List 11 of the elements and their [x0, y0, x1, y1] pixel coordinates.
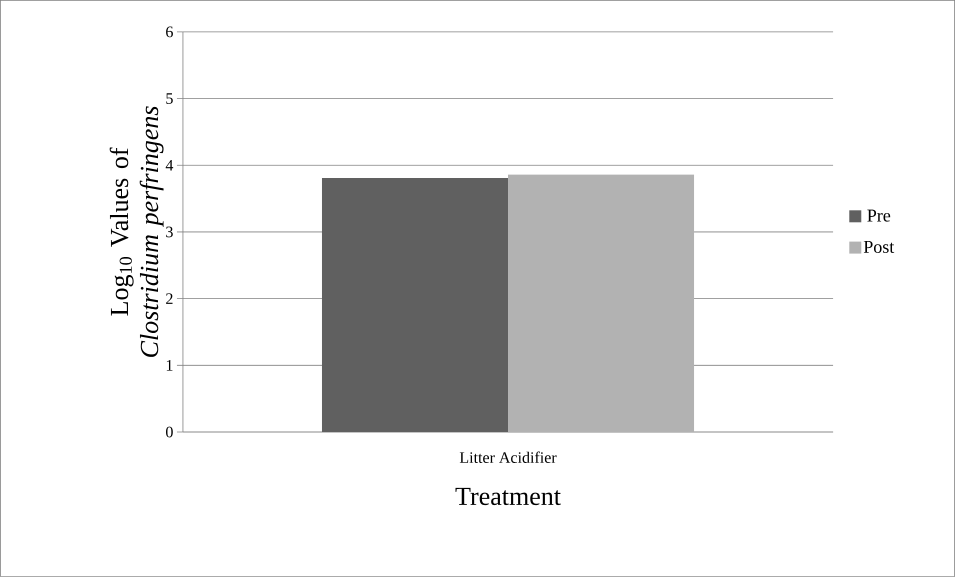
y-tick-label: 5 — [166, 93, 173, 104]
y-tick-label: 0 — [166, 426, 173, 438]
y-tick-label: 2 — [166, 293, 173, 304]
y-tick-label: 3 — [166, 226, 173, 238]
legend-label: Post — [864, 240, 894, 253]
y-tick-label: 1 — [166, 360, 172, 371]
x-tick-label: Litter Acidifier — [460, 452, 557, 463]
x-axis-title: Treatment — [456, 488, 561, 506]
y-tick-label: 6 — [166, 26, 173, 38]
y-tick-label: 4 — [166, 160, 174, 171]
legend-label: Pre — [867, 210, 890, 222]
